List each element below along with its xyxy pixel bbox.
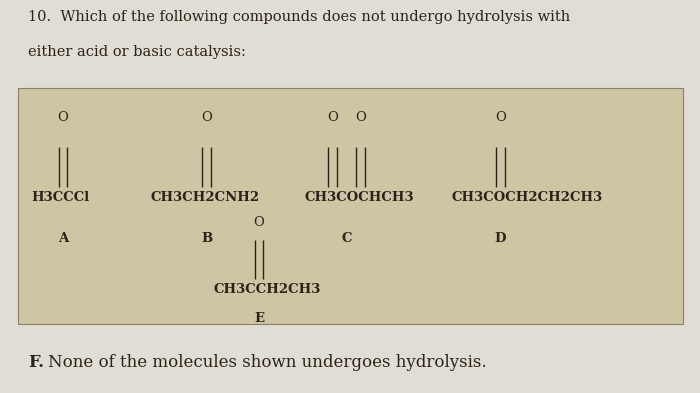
Text: H3CCCl: H3CCCl	[32, 191, 90, 204]
Text: O: O	[57, 111, 69, 125]
Text: CH3CH2CNH2: CH3CH2CNH2	[150, 191, 260, 204]
Text: either acid or basic catalysis:: either acid or basic catalysis:	[28, 45, 246, 59]
Text: E: E	[254, 312, 264, 325]
Text: None of the molecules shown undergoes hydrolysis.: None of the molecules shown undergoes hy…	[48, 354, 486, 371]
Text: O: O	[495, 111, 506, 125]
Text: 10.  Which of the following compounds does not undergo hydrolysis with: 10. Which of the following compounds doe…	[28, 10, 570, 24]
Text: CH3COCH2CH2CH3: CH3COCH2CH2CH3	[452, 191, 603, 204]
Text: CH3CCH2CH3: CH3CCH2CH3	[214, 283, 321, 296]
Text: C: C	[342, 232, 351, 245]
Text: A: A	[58, 232, 68, 245]
Text: D: D	[495, 232, 506, 245]
Text: O: O	[355, 111, 366, 125]
Text: B: B	[201, 232, 212, 245]
Text: F.: F.	[28, 354, 44, 371]
Text: O: O	[201, 111, 212, 125]
Text: O: O	[253, 215, 265, 229]
Text: CH3COCHCH3: CH3COCHCH3	[304, 191, 414, 204]
Text: O: O	[327, 111, 338, 125]
FancyBboxPatch shape	[18, 88, 682, 324]
